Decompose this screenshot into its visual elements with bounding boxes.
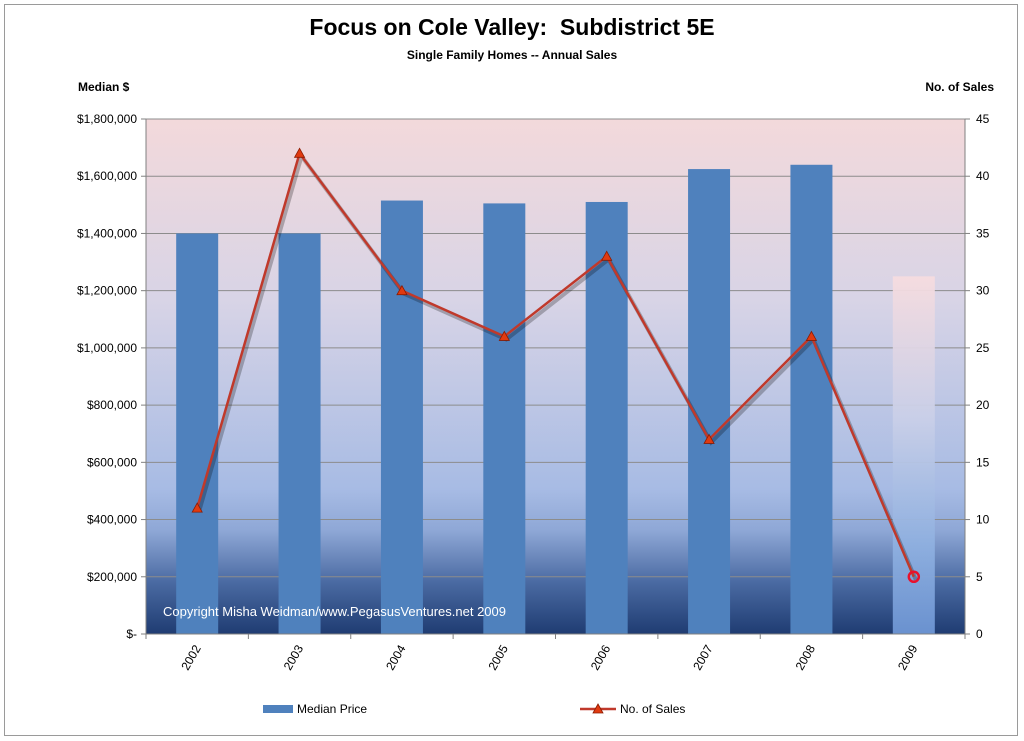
left-tick-label: $600,000 (87, 455, 137, 469)
copyright-text: Copyright Misha Weidman/www.PegasusVentu… (163, 604, 507, 619)
bar-2003 (278, 233, 321, 634)
bar-2004 (380, 200, 423, 634)
left-tick-label: $1,800,000 (77, 112, 137, 126)
point-2006 (601, 250, 613, 261)
right-tick-label: 40 (976, 169, 990, 183)
x-tick-label-2005: 2005 (485, 642, 511, 672)
bar-2006 (585, 201, 628, 634)
legend-bar-swatch (263, 705, 293, 713)
right-tick-label: 30 (976, 284, 990, 298)
x-tick-label-2009: 2009 (895, 642, 921, 672)
x-tick-label-2006: 2006 (588, 642, 614, 672)
point-2007 (703, 433, 715, 444)
right-axis-title: No. of Sales (925, 80, 994, 94)
left-tick-label: $- (126, 627, 137, 641)
right-tick-label: 5 (976, 570, 983, 584)
axes (141, 118, 970, 639)
left-tick-label: $800,000 (87, 398, 137, 412)
x-tick-label-2003: 2003 (281, 642, 307, 672)
bar-series (176, 164, 935, 634)
bar-2002 (176, 233, 219, 634)
x-tick-label-2007: 2007 (690, 642, 716, 672)
left-axis-title: Median $ (78, 80, 130, 94)
line-series (191, 147, 921, 584)
legend-no-of-sales: No. of Sales (580, 702, 685, 716)
legend-median-price-label: Median Price (297, 702, 368, 716)
bar-2009 (892, 276, 935, 634)
x-tick-label-2004: 2004 (383, 642, 409, 672)
bar-2007 (688, 169, 731, 634)
bar-2008 (790, 164, 833, 634)
right-tick-label: 10 (976, 513, 990, 527)
left-tick-label: $1,600,000 (77, 169, 137, 183)
chart-subtitle: Single Family Homes -- Annual Sales (406, 48, 618, 62)
legend-no-of-sales-label: No. of Sales (620, 702, 686, 716)
sales-line (195, 150, 915, 578)
point-2004 (396, 284, 408, 296)
left-tick-label: $400,000 (87, 513, 137, 527)
right-tick-label: 25 (976, 341, 990, 355)
point-2002 (191, 502, 203, 513)
right-tick-label: 0 (976, 627, 983, 641)
left-tick-label: $1,200,000 (77, 284, 137, 298)
right-tick-label: 45 (976, 112, 990, 126)
point-2005 (498, 330, 510, 341)
right-tick-label: 15 (976, 455, 990, 469)
left-tick-label: $200,000 (87, 570, 137, 584)
chart-title: Focus on Cole Valley: Subdistrict 5E (309, 14, 715, 40)
point-2003 (293, 147, 306, 158)
point-2008 (805, 330, 818, 341)
left-tick-label: $1,000,000 (77, 341, 137, 355)
right-tick-label: 35 (976, 226, 990, 240)
x-tick-label-2002: 2002 (178, 642, 204, 672)
left-tick-label: $1,400,000 (77, 226, 137, 240)
right-tick-label: 20 (976, 398, 990, 412)
plot-area (146, 119, 965, 634)
x-tick-label-2008: 2008 (793, 642, 819, 672)
point-2009 (907, 570, 921, 584)
bar-2005 (483, 203, 526, 634)
legend-median-price: Median Price (263, 702, 367, 716)
legend-line-swatch (580, 703, 616, 714)
